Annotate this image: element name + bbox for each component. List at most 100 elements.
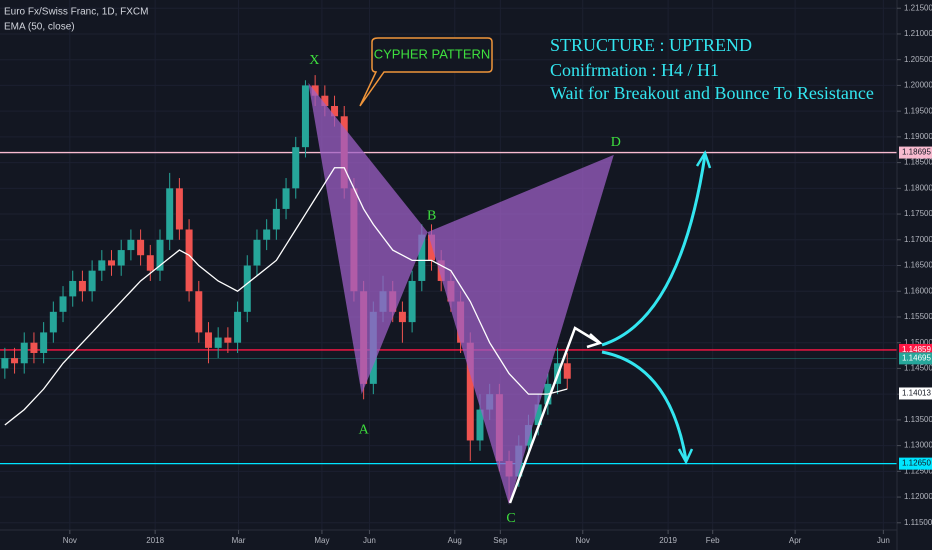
y-tick-label: 1.21500 (904, 3, 932, 12)
candle-body (137, 239, 145, 256)
candle-body (1, 358, 9, 369)
plot-layer (0, 0, 897, 530)
price-label: 1.18695 (902, 148, 931, 157)
x-tick-label: Sep (493, 536, 508, 545)
candle-body (398, 311, 406, 323)
annotation: STRUCTURE : UPTREND (550, 35, 752, 55)
price-label-box (899, 457, 932, 470)
candle-body (146, 255, 154, 271)
price-label-box (899, 352, 932, 365)
y-tick-label: 1.15000 (904, 338, 932, 347)
arrow-head (695, 150, 712, 169)
candle-body (40, 332, 48, 353)
y-tick-label: 1.21000 (904, 29, 932, 38)
pattern-point-label: A (359, 422, 370, 437)
candle-body (30, 342, 38, 353)
y-tick-label: 1.13000 (904, 441, 932, 450)
y-tick-label: 1.14500 (904, 364, 932, 373)
x-tick-label: Jun (363, 536, 376, 545)
candle-body (563, 363, 571, 379)
y-tick-label: 1.19500 (904, 106, 932, 115)
price-label: 1.14859 (902, 345, 931, 354)
y-tick-label: 1.17000 (904, 235, 932, 244)
y-tick-label: 1.18000 (904, 183, 932, 192)
annotation: Wait for Breakout and Bounce To Resistan… (550, 83, 874, 103)
candle-body (59, 296, 67, 312)
y-tick-label: 1.16500 (904, 261, 932, 270)
candle-body (108, 260, 116, 266)
y-tick-label: 1.12000 (904, 492, 932, 501)
candle-body (253, 239, 261, 266)
arrow-head (677, 448, 694, 465)
pattern-xab (308, 82, 428, 395)
candle-body (321, 95, 329, 106)
x-tick-label: Nov (576, 536, 590, 545)
candle-body (49, 311, 57, 333)
candle-body (195, 291, 203, 333)
y-tick-label: 1.19000 (904, 132, 932, 141)
y-tick-label: 1.16000 (904, 286, 932, 295)
candle-body (301, 85, 309, 148)
candle-body (69, 280, 77, 297)
y-tick-label: 1.12500 (904, 466, 932, 475)
pattern-bcd (427, 154, 614, 505)
pattern-point-label: D (611, 135, 621, 150)
candle-body (282, 188, 290, 209)
candle-body (408, 280, 416, 323)
x-tick-label: 2019 (659, 536, 677, 545)
trend-arrow (508, 326, 599, 504)
annotation: Conifrmation : H4 / H1 (550, 60, 719, 80)
x-tick-label: Feb (706, 536, 720, 545)
candle-body (98, 260, 106, 271)
ema-line (4, 167, 568, 426)
candle-body (331, 106, 339, 117)
y-tick-label: 1.13500 (904, 415, 932, 424)
candle-body (418, 234, 426, 281)
candle-body (272, 208, 280, 230)
candle-body (175, 188, 183, 230)
candle-body (127, 239, 135, 251)
candle-body (476, 409, 484, 441)
candle-body (214, 337, 222, 348)
candle-body (243, 265, 251, 312)
candle-body (466, 342, 474, 441)
y-tick-label: 1.17500 (904, 209, 932, 218)
candle-body (11, 358, 19, 364)
y-tick-label: 1.20000 (904, 81, 932, 90)
price-label: 1.14013 (902, 389, 931, 398)
x-tick-label: Jun (877, 536, 890, 545)
price-label: 1.14695 (902, 354, 931, 363)
x-tick-label: Nov (63, 536, 77, 545)
x-tick-label: Aug (448, 536, 462, 545)
candle-body (224, 337, 232, 343)
candle-body (311, 85, 319, 96)
candle-body (88, 270, 96, 292)
y-tick-label: 1.18500 (904, 158, 932, 167)
candle-body (185, 229, 193, 292)
pattern-point-label: X (309, 53, 319, 68)
price-label: 1.12650 (902, 459, 931, 468)
candle-body (156, 239, 164, 271)
symbol-title: Euro Fx/Swiss Franc, 1D, FXCM (4, 7, 148, 18)
price-label-box (899, 387, 932, 400)
callout-text: CYPHER PATTERN (374, 46, 491, 61)
bearish-arrow (601, 350, 688, 461)
arrow-head (586, 333, 603, 349)
price-label-box (899, 146, 932, 159)
candle-body (20, 342, 28, 364)
bullish-arrow (601, 154, 707, 347)
pattern-point-label: C (506, 511, 515, 526)
candle-body (166, 188, 174, 240)
candle-body (78, 280, 86, 292)
candle-body (534, 404, 542, 426)
y-tick-label: 1.15500 (904, 312, 932, 321)
candle-body (234, 311, 242, 343)
candle-body (117, 250, 125, 266)
candle-body (263, 229, 271, 240)
candle-body (292, 147, 300, 189)
x-tick-label: Apr (789, 536, 802, 545)
x-tick-label: Mar (232, 536, 246, 545)
x-tick-label: May (314, 536, 329, 545)
y-tick-label: 1.11500 (904, 518, 932, 527)
